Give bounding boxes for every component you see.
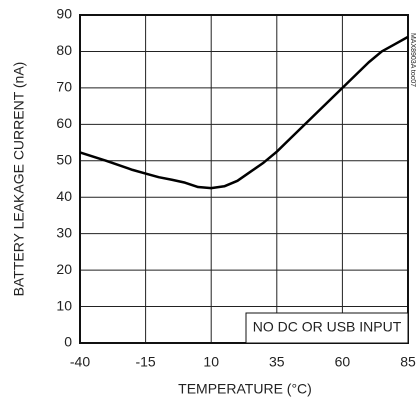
y-tick-label: 60 xyxy=(56,115,72,131)
y-tick-label: 90 xyxy=(56,6,72,22)
y-tick-label: 50 xyxy=(56,151,72,167)
y-tick-label: 10 xyxy=(56,297,72,313)
figure-id: MAX8903A toc07 xyxy=(409,33,416,87)
x-tick-label: 60 xyxy=(335,354,351,370)
y-tick-label: 30 xyxy=(56,224,72,240)
x-tick-label: -15 xyxy=(135,354,155,370)
data-line xyxy=(79,35,409,190)
y-tick-label: 20 xyxy=(56,261,72,277)
annotation-box xyxy=(245,312,409,344)
x-tick-label: -40 xyxy=(70,354,90,370)
x-tick-label: 10 xyxy=(203,354,219,370)
y-tick-label: 40 xyxy=(56,188,72,204)
x-tick-label: 85 xyxy=(400,354,416,370)
y-axis-label: BATTERY LEAKAGE CURRENT (nA) xyxy=(11,62,27,297)
plot-frame xyxy=(79,14,409,344)
y-tick-label: 0 xyxy=(64,334,72,350)
annotation: NO DC OR USB INPUT xyxy=(253,319,402,335)
y-tick-label: 70 xyxy=(56,79,72,95)
x-tick-label: 35 xyxy=(269,354,285,370)
x-axis-label: TEMPERATURE (°C) xyxy=(178,381,312,397)
y-tick-label: 80 xyxy=(56,42,72,58)
